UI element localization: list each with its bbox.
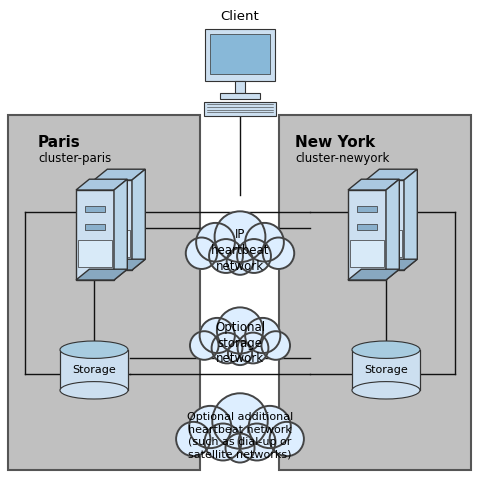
Circle shape [262, 331, 290, 360]
Circle shape [245, 318, 280, 353]
Circle shape [200, 318, 235, 353]
FancyBboxPatch shape [366, 180, 404, 270]
Circle shape [205, 423, 241, 460]
FancyBboxPatch shape [235, 81, 245, 93]
Circle shape [212, 333, 242, 363]
FancyBboxPatch shape [368, 229, 402, 256]
Polygon shape [114, 179, 127, 280]
FancyBboxPatch shape [350, 240, 384, 266]
FancyBboxPatch shape [60, 350, 128, 390]
Text: Paris: Paris [38, 135, 81, 150]
FancyBboxPatch shape [348, 190, 386, 280]
Circle shape [270, 422, 304, 456]
Circle shape [239, 423, 275, 460]
Circle shape [215, 211, 265, 262]
Polygon shape [404, 169, 417, 270]
Text: Storage: Storage [364, 365, 408, 375]
FancyBboxPatch shape [356, 242, 377, 248]
Polygon shape [366, 259, 417, 270]
Circle shape [249, 406, 291, 448]
Polygon shape [366, 169, 417, 180]
Circle shape [186, 238, 217, 269]
Polygon shape [348, 269, 399, 280]
Text: IP
heartbeat
network: IP heartbeat network [211, 228, 269, 273]
FancyBboxPatch shape [85, 206, 105, 212]
Polygon shape [76, 269, 127, 280]
Polygon shape [348, 179, 399, 190]
FancyBboxPatch shape [375, 214, 396, 220]
Text: New York: New York [295, 135, 375, 150]
FancyBboxPatch shape [85, 224, 105, 229]
Circle shape [237, 239, 271, 273]
Text: Optional
storage
network: Optional storage network [215, 321, 265, 365]
Circle shape [190, 331, 218, 360]
Circle shape [176, 422, 210, 456]
FancyBboxPatch shape [85, 242, 105, 248]
Text: Optional additional
heartbeat network
(such as dial-up or
satellite networks): Optional additional heartbeat network (s… [187, 412, 293, 460]
Circle shape [226, 433, 254, 463]
FancyBboxPatch shape [76, 190, 114, 280]
Polygon shape [94, 169, 145, 180]
Circle shape [189, 406, 231, 448]
Polygon shape [76, 179, 127, 190]
FancyBboxPatch shape [103, 232, 124, 238]
Text: cluster-newyork: cluster-newyork [295, 152, 389, 165]
Circle shape [212, 393, 268, 449]
FancyBboxPatch shape [205, 29, 275, 81]
Text: Client: Client [221, 10, 259, 23]
Polygon shape [386, 179, 399, 280]
Circle shape [196, 223, 235, 262]
Ellipse shape [60, 341, 128, 359]
Circle shape [217, 307, 263, 354]
Text: Storage: Storage [72, 365, 116, 375]
FancyBboxPatch shape [8, 115, 200, 470]
FancyBboxPatch shape [375, 232, 396, 238]
Ellipse shape [352, 341, 420, 359]
Ellipse shape [352, 382, 420, 399]
FancyBboxPatch shape [352, 350, 420, 390]
FancyBboxPatch shape [210, 34, 270, 73]
Polygon shape [132, 169, 145, 270]
Circle shape [227, 248, 253, 275]
FancyBboxPatch shape [204, 102, 276, 116]
FancyBboxPatch shape [96, 229, 130, 256]
Circle shape [209, 239, 243, 273]
Circle shape [263, 238, 294, 269]
FancyBboxPatch shape [279, 115, 471, 470]
Text: cluster-paris: cluster-paris [38, 152, 111, 165]
FancyBboxPatch shape [356, 206, 377, 212]
FancyBboxPatch shape [375, 196, 396, 202]
Circle shape [238, 333, 268, 363]
FancyBboxPatch shape [94, 180, 132, 270]
FancyBboxPatch shape [220, 93, 260, 99]
FancyBboxPatch shape [103, 196, 124, 202]
FancyBboxPatch shape [356, 224, 377, 229]
Ellipse shape [60, 382, 128, 399]
Circle shape [228, 341, 252, 365]
Polygon shape [94, 259, 145, 270]
Circle shape [245, 223, 284, 262]
FancyBboxPatch shape [78, 240, 112, 266]
FancyBboxPatch shape [103, 214, 124, 220]
